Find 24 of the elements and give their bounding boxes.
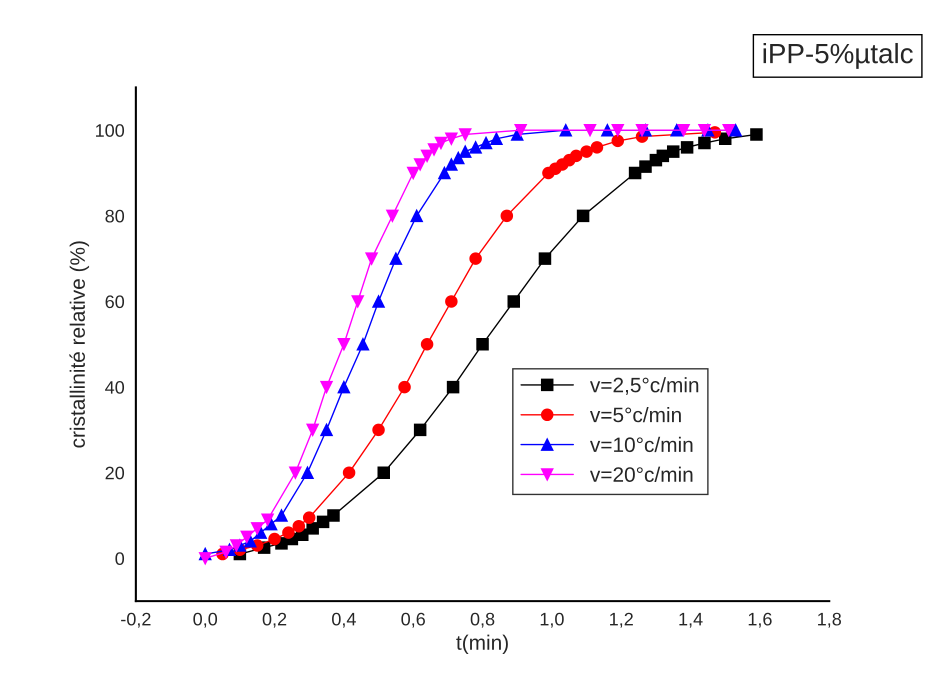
y-tick-label: 100 [96, 124, 124, 137]
legend-label: v=20°c/min [590, 466, 692, 482]
legend-label: v=2,5°c/min [590, 377, 698, 395]
x-tick-label: 1,8 [818, 612, 842, 628]
x-tick-label: 1,2 [610, 612, 633, 628]
x-axis-title: t(min) [456, 634, 508, 654]
x-tick-label: 1,6 [748, 612, 772, 628]
legend-label: v=10°c/min [590, 436, 692, 452]
y-tick-label: 80 [105, 210, 124, 223]
text: iPP-5%µtalc [764, 42, 913, 69]
x-tick-label: 0,0 [193, 612, 218, 628]
y-tick-label: 20 [106, 466, 124, 480]
legend-label: v=5°c/min [590, 406, 681, 422]
x-tick-label: 0,8 [470, 612, 494, 628]
y-tick-label: 40 [105, 381, 124, 394]
x-tick-label: 1,0 [540, 612, 564, 628]
x-tick-label: 0,4 [332, 612, 356, 628]
x-tick-label: 1,4 [679, 612, 703, 628]
y-axis-title: cristallinité relative (%) [69, 241, 90, 448]
x-tick-label: 0,2 [262, 612, 286, 628]
x-tick-label: 0,6 [401, 612, 425, 628]
y-tick-label: 60 [106, 295, 124, 308]
x-tick-label: -0,2 [121, 612, 151, 628]
y-tick-label: 0 [115, 552, 124, 566]
